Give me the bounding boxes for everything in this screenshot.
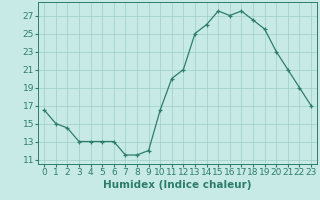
X-axis label: Humidex (Indice chaleur): Humidex (Indice chaleur) — [103, 180, 252, 190]
